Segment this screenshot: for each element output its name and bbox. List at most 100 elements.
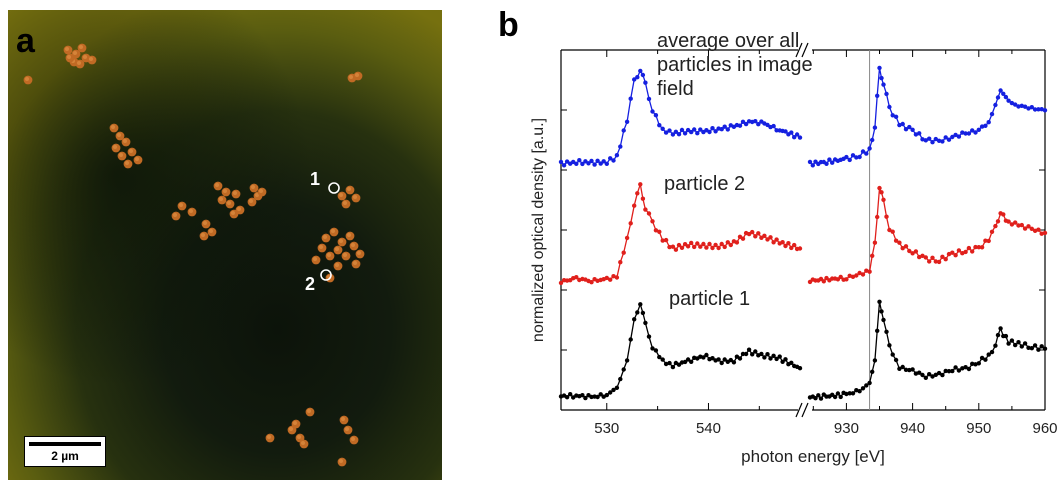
data-point: [993, 223, 998, 229]
data-point: [692, 244, 697, 250]
series-line: [560, 302, 801, 399]
series-0: [558, 299, 1048, 401]
data-point: [716, 357, 721, 362]
data-point: [673, 129, 679, 134]
data-point: [875, 93, 880, 99]
particle-highlight: [349, 75, 353, 79]
data-point: [621, 367, 626, 372]
particle-highlight: [331, 229, 335, 233]
data-point: [979, 245, 985, 250]
data-point: [884, 91, 889, 97]
particle-highlight: [351, 437, 355, 441]
data-point: [813, 396, 818, 401]
data-point: [953, 365, 958, 370]
data-point: [685, 357, 691, 362]
data-point: [670, 132, 676, 137]
data-point: [860, 149, 866, 154]
particle-highlight: [125, 161, 129, 165]
data-point: [1032, 343, 1038, 348]
data-point: [797, 135, 803, 140]
data-point: [592, 162, 597, 167]
data-point: [1006, 341, 1011, 346]
data-point: [887, 227, 892, 233]
particle-highlight: [297, 435, 301, 439]
data-point: [1036, 227, 1041, 232]
microscopy-image: [8, 10, 442, 480]
data-point: [756, 231, 761, 236]
data-point: [670, 364, 676, 370]
particle-highlight: [353, 261, 357, 265]
particle-highlight: [233, 191, 237, 195]
data-point: [670, 244, 676, 249]
particle-highlight: [341, 417, 345, 421]
data-point: [740, 351, 746, 357]
data-point: [1009, 222, 1015, 227]
data-point: [1016, 104, 1021, 109]
data-point: [621, 128, 626, 133]
microscopy-image-panel: 1 2: [8, 10, 442, 480]
data-point: [881, 197, 886, 202]
data-point: [903, 127, 909, 132]
data-point: [797, 366, 803, 371]
data-point: [635, 310, 640, 315]
data-point: [835, 391, 841, 396]
data-point: [580, 393, 585, 398]
data-point: [657, 123, 662, 128]
chart-text: 530 540 930 940 950 960 photon energy [eV] norm…: [530, 30, 1058, 466]
data-point: [676, 242, 682, 248]
particle-highlight: [343, 201, 347, 205]
particle-highlight: [249, 199, 253, 203]
data-point: [762, 233, 767, 238]
data-point: [983, 357, 988, 362]
particle-highlight: [77, 61, 81, 65]
chart-frame: [560, 42, 1046, 418]
data-point: [614, 153, 620, 158]
data-point: [966, 131, 972, 136]
particle-highlight: [227, 201, 231, 205]
data-point: [707, 241, 712, 247]
particle-highlight: [117, 133, 121, 137]
data-point: [1013, 342, 1018, 348]
data-point: [827, 157, 832, 162]
particle-highlight: [179, 203, 183, 207]
data-point: [1042, 346, 1048, 351]
data-point: [897, 240, 902, 245]
data-point: [679, 127, 685, 133]
data-point: [707, 129, 712, 135]
data-point: [640, 72, 646, 78]
data-point: [976, 127, 981, 132]
data-point: [940, 139, 945, 144]
data-point: [765, 352, 770, 357]
data-point: [847, 273, 852, 278]
data-point: [650, 219, 655, 224]
data-point: [558, 280, 564, 286]
data-point: [976, 245, 981, 250]
data-point: [933, 259, 938, 264]
data-point: [933, 136, 938, 142]
data-point: [786, 241, 791, 246]
particle-highlight: [203, 221, 207, 225]
data-point: [704, 245, 709, 250]
data-point: [943, 135, 948, 140]
data-point: [621, 250, 626, 255]
particle-highlight: [327, 253, 331, 257]
particle-highlight: [289, 427, 293, 431]
data-point: [638, 302, 643, 307]
data-point: [679, 245, 685, 250]
data-point: [864, 151, 869, 156]
data-point: [710, 356, 715, 361]
data-point: [946, 369, 952, 374]
data-point: [893, 114, 899, 120]
chart-ticks: [561, 49, 1046, 411]
data-point: [611, 387, 616, 393]
data-point: [624, 235, 630, 241]
data-point: [824, 161, 829, 166]
data-point: [682, 131, 688, 136]
data-point: [893, 357, 899, 363]
particle-2-label: 2: [305, 274, 316, 294]
data-point: [632, 77, 637, 82]
particle-highlight: [335, 247, 339, 251]
data-point: [973, 362, 978, 367]
data-point: [698, 244, 703, 249]
particle-highlight: [67, 55, 71, 59]
